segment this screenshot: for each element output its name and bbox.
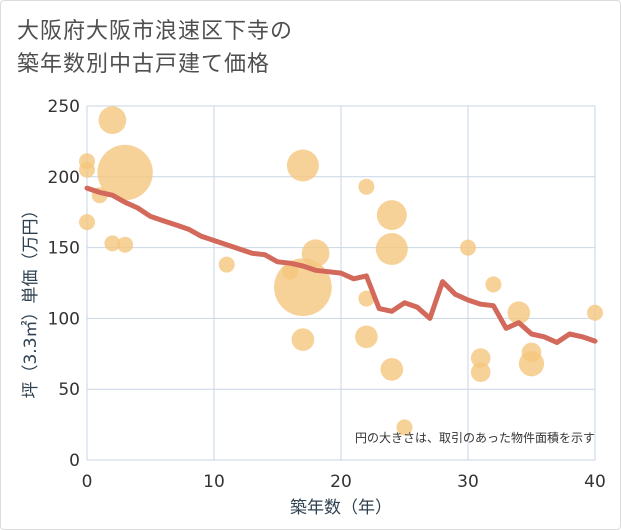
data-bubble [79, 214, 95, 231]
x-tick-label: 10 [203, 472, 225, 492]
y-tick-label: 50 [58, 380, 80, 400]
data-bubble [117, 236, 134, 253]
data-bubble [470, 362, 491, 383]
tick-labels: 0 10 20 30 40 0 50 100 150 200 250 [48, 97, 606, 492]
data-bubble [376, 200, 407, 230]
y-tick-label: 200 [48, 168, 80, 188]
data-bubble [355, 325, 378, 349]
data-bubble [460, 239, 476, 256]
x-tick-label: 40 [584, 472, 606, 492]
data-bubble [301, 239, 330, 268]
x-tick-label: 0 [82, 472, 93, 492]
data-bubble [358, 178, 375, 195]
data-bubble [291, 328, 315, 351]
data-bubble [380, 358, 404, 381]
y-tick-label: 250 [48, 97, 80, 117]
y-tick-label: 0 [69, 451, 80, 471]
data-bubble [286, 149, 319, 182]
data-bubble [507, 301, 531, 325]
chart-title-line-2: 築年数別中古戸建て価格 [17, 52, 271, 77]
x-tick-label: 20 [330, 472, 352, 492]
data-bubble [218, 256, 235, 273]
bubble-layer [79, 106, 603, 436]
data-bubble [396, 419, 413, 436]
data-bubble [485, 276, 502, 293]
data-bubble [79, 161, 95, 178]
x-axis-label: 築年数（年） [290, 498, 392, 518]
data-bubble [375, 233, 408, 266]
grid-lines [86, 105, 596, 461]
trend-line [84, 185, 598, 345]
data-bubble [358, 290, 375, 307]
y-tick-label: 100 [48, 309, 80, 329]
y-axis-label: 坪（3.3㎡）単価（万円） [21, 201, 41, 398]
chart-title: 大阪府大阪市浪速区下寺の 築年数別中古戸建て価格 [17, 15, 293, 81]
y-tick-label: 150 [48, 239, 80, 259]
data-bubble [97, 144, 153, 201]
trend-line-layer [84, 185, 598, 345]
data-bubble [518, 351, 545, 377]
bubble-size-note: 円の大きさは、取引のあった物件面積を示す [355, 430, 595, 445]
data-bubble [470, 348, 491, 368]
data-bubble [98, 106, 127, 135]
data-bubble [104, 235, 121, 252]
x-tick-label: 30 [457, 472, 479, 492]
chart-title-line-1: 大阪府大阪市浪速区下寺の [17, 19, 294, 44]
data-bubble [587, 304, 603, 321]
